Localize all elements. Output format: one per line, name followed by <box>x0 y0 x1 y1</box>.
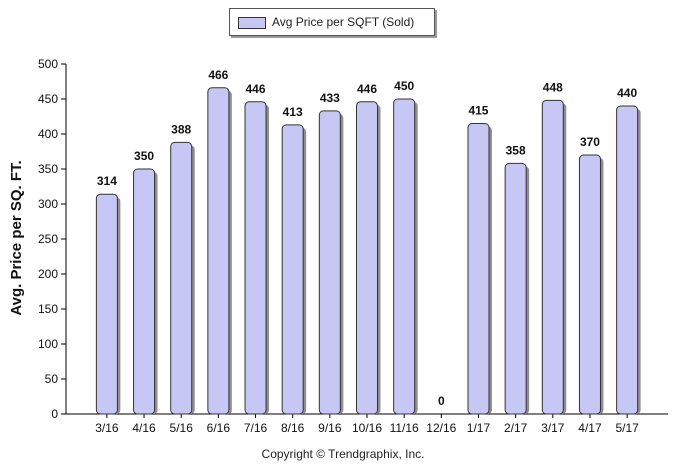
bars <box>95 87 641 415</box>
bar <box>281 124 304 415</box>
data-label: 466 <box>208 68 228 82</box>
x-tick-label: 4/16 <box>132 421 156 435</box>
x-tick-label: 2/17 <box>504 421 528 435</box>
axes: 0 50 100 150 200 250 300 350 400 450 500 3/16 4/16 5/… <box>38 57 668 435</box>
bar <box>541 99 564 415</box>
x-tick-label: 11/16 <box>390 421 419 435</box>
x-tick-label: 6/16 <box>207 421 231 435</box>
bar <box>356 101 378 415</box>
copyright-text: Copyright © Trendgraphix, Inc. <box>261 447 425 461</box>
x-tick-label: 4/17 <box>578 421 602 435</box>
x-tick-label: 8/16 <box>281 421 305 435</box>
data-label: 0 <box>438 394 445 408</box>
data-label: 440 <box>617 86 637 100</box>
data-label: 358 <box>506 143 526 157</box>
legend-swatch <box>238 17 266 29</box>
bar <box>207 87 230 415</box>
data-labels: 314 350 388 466 446 413 433 446 450 0 415 358 448 370… <box>97 68 638 408</box>
x-tick-label: 12/16 <box>426 421 456 435</box>
data-label: 370 <box>580 135 600 149</box>
bar <box>504 162 527 415</box>
bar <box>578 154 601 415</box>
x-tick-label: 1/17 <box>467 421 491 435</box>
bar <box>95 193 118 415</box>
x-tick-label: 10/16 <box>352 421 382 435</box>
data-label: 448 <box>543 80 563 94</box>
data-label: 433 <box>320 91 340 105</box>
data-label: 415 <box>468 104 488 118</box>
y-tick-label: 500 <box>38 57 58 71</box>
x-tick-label: 9/16 <box>318 421 342 435</box>
bar <box>616 105 639 415</box>
y-axis-label: Avg. Price per SQ. FT. <box>8 160 25 315</box>
x-tick-label: 7/16 <box>244 421 268 435</box>
legend-label: Avg Price per SQFT (Sold) <box>272 15 415 29</box>
x-tick-label: 3/17 <box>541 421 565 435</box>
x-tick-label: 5/16 <box>170 421 194 435</box>
bar <box>170 141 193 415</box>
y-tick-label: 150 <box>38 302 58 316</box>
y-tick-label: 450 <box>38 92 58 106</box>
y-tick-label: 100 <box>38 337 58 351</box>
data-label: 446 <box>246 82 266 96</box>
data-label: 314 <box>97 174 117 188</box>
bar <box>318 110 341 415</box>
data-label: 350 <box>134 149 154 163</box>
data-label: 413 <box>283 105 303 119</box>
chart-legend: Avg Price per SQFT (Sold) <box>229 8 435 36</box>
y-tick-label: 250 <box>38 232 58 246</box>
x-tick-label: 3/16 <box>95 421 119 435</box>
data-label: 446 <box>357 82 377 96</box>
x-tick-label: 5/17 <box>615 421 639 435</box>
data-label: 388 <box>171 122 191 136</box>
data-label: 450 <box>394 79 414 93</box>
y-tick-label: 300 <box>38 197 58 211</box>
bar <box>244 101 267 415</box>
y-tick-label: 400 <box>38 127 58 141</box>
y-tick-label: 200 <box>38 267 58 281</box>
y-tick-label: 0 <box>51 407 58 421</box>
y-tick-label: 350 <box>38 162 58 176</box>
bar <box>133 168 156 415</box>
bar <box>467 123 490 415</box>
y-tick-label: 50 <box>45 372 59 386</box>
bar <box>393 98 416 415</box>
